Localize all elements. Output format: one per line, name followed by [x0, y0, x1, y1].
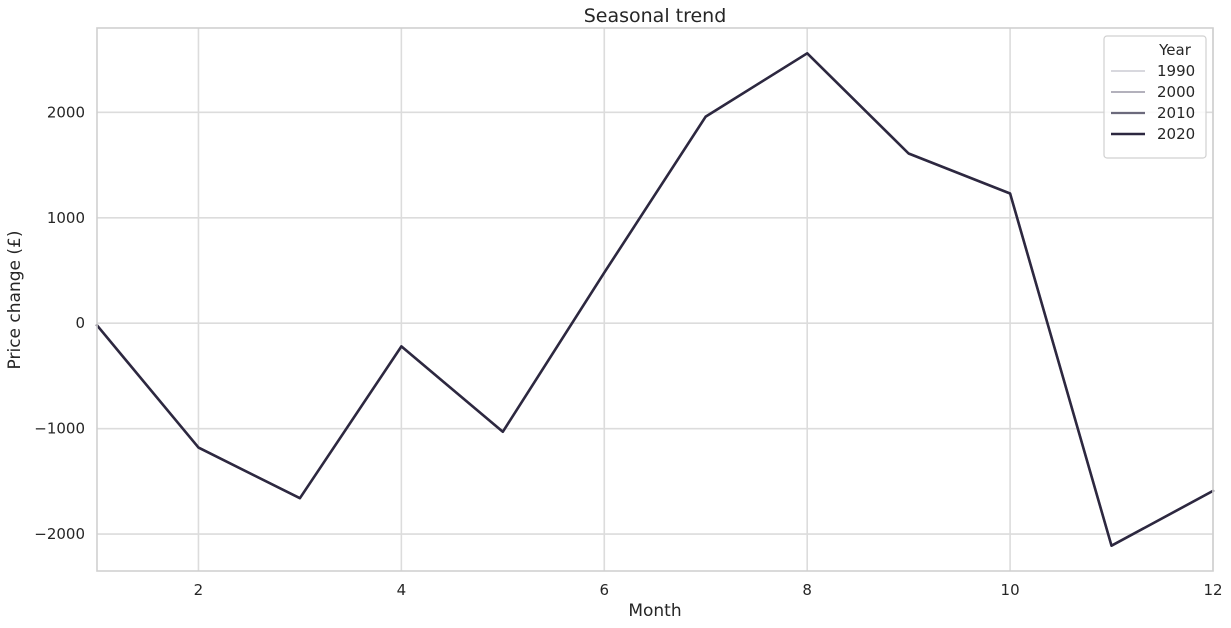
y-tick-label: 1000 — [47, 209, 85, 227]
legend-title: Year — [1158, 41, 1192, 59]
x-axis-label: Month — [628, 601, 681, 621]
y-tick-label: −2000 — [34, 525, 85, 543]
grid-lines — [97, 28, 1214, 571]
x-tick-label: 8 — [802, 581, 812, 599]
x-tick-label: 10 — [1001, 581, 1020, 599]
legend-label-1990: 1990 — [1157, 62, 1195, 80]
y-tick-labels: −2000 −1000 0 1000 2000 — [34, 103, 85, 543]
plot-frame — [96, 27, 1214, 572]
series-line-1990 — [96, 52, 1214, 547]
series-lines — [95, 51, 1215, 548]
legend-label-2020: 2020 — [1157, 125, 1195, 143]
x-tick-label: 12 — [1203, 581, 1222, 599]
x-tick-label: 6 — [599, 581, 609, 599]
legend-label-2000: 2000 — [1157, 83, 1195, 101]
x-tick-labels: 2 4 6 8 10 12 — [194, 581, 1223, 599]
x-tick-label: 2 — [194, 581, 204, 599]
y-tick-label: 2000 — [47, 103, 85, 121]
y-tick-label: −1000 — [34, 420, 85, 438]
series-line-2000 — [96, 52, 1214, 547]
y-axis-label: Price change (£) — [5, 231, 25, 370]
legend-label-2010: 2010 — [1157, 104, 1195, 122]
series-line-2020 — [95, 51, 1215, 548]
y-tick-label: 0 — [75, 314, 85, 332]
legend-entries: 1990 2000 2010 2020 — [1111, 62, 1195, 143]
legend-box — [1103, 35, 1207, 159]
series-line-2010 — [95, 52, 1215, 547]
chart-title: Seasonal trend — [584, 5, 727, 27]
legend: Year 1990 2000 2010 2020 — [1103, 35, 1207, 159]
x-tick-label: 4 — [397, 581, 407, 599]
